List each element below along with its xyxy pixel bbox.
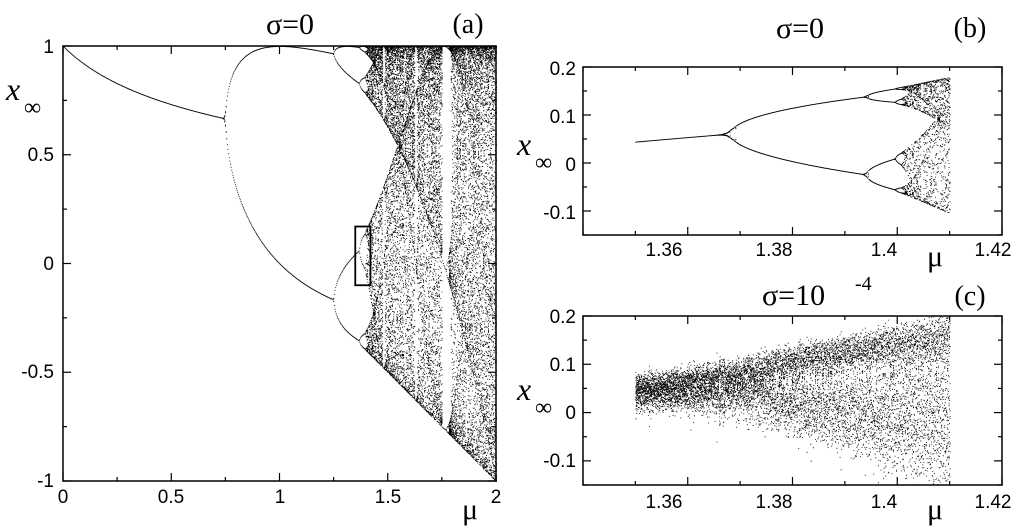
panel-b-frame [582,66,1003,236]
panel-a-ytick: 1 [43,37,54,58]
panel-a-xtick: 0 [58,487,69,508]
panel-a-attractor-points [63,46,497,482]
panel-a-plot [62,45,497,482]
panel-a-ylabel: x [5,71,20,107]
panel-a-xtick: 1 [275,487,286,508]
panel-c-xtick: 1.36 [646,492,683,513]
panel-a-ytick: -1 [37,471,54,492]
panel-c-xtick: 1.4 [871,492,898,513]
panel-b-xtick: 1.4 [871,240,898,261]
panel-c-title-superscript: -4 [855,273,872,295]
panel-a-ylabel-subscript: ∞ [24,95,41,121]
panel-b-ytick: -0.1 [543,203,576,224]
panel-b-xtick-labels: 1.36 1.38 1.4 1.42 [646,240,1012,261]
panel-b-xtick: 1.36 [646,240,683,261]
panel-a-xlabel: μ [462,493,478,526]
panel-c-ytick-labels: 0.2 0.1 0 -0.1 [543,307,576,472]
panel-b-ytick: 0 [565,155,576,176]
panel-b-attractor-points [635,77,951,213]
panel-a-ytick-labels: 1 0.5 0 -0.5 -1 [21,37,54,492]
panel-a-letter: (a) [452,9,483,40]
panel-a-title: σ=0 [266,8,314,41]
plot-areas [62,45,1003,486]
panel-b-xtick: 1.38 [756,240,793,261]
panel-a: σ=0 (a) x ∞ μ 0 0.5 1 1.5 2 1 0.5 0 -0.5… [5,8,501,526]
panel-b-ytick-labels: 0.2 0.1 0 -0.1 [543,59,576,224]
panel-c-xtick: 1.38 [756,492,793,513]
panel-c-xlabel: μ [927,493,943,526]
panel-a-ytick: 0 [43,254,54,275]
panel-c-plot [582,315,1003,486]
panel-b-plot [582,66,1003,236]
panel-c-ytick: 0 [565,403,576,424]
panel-b-ytick: 0.2 [550,59,576,80]
panel-c-ylabel: x [516,371,531,407]
panel-a-ytick: -0.5 [21,362,54,383]
panel-a-xtick: 0.5 [158,487,184,508]
panel-c-letter: (c) [954,281,985,312]
panel-c-ytick: 0.1 [550,355,576,376]
panel-a-xtick-labels: 0 0.5 1 1.5 2 [58,487,502,508]
panel-c-title: σ=10 [762,279,825,312]
panel-a-ytick: 0.5 [28,145,54,166]
panel-b-letter: (b) [954,13,987,44]
panel-c-attractor-points [635,316,951,486]
panel-a-xtick: 2 [491,487,502,508]
panel-b-xlabel: μ [927,240,943,273]
panel-c-ticks [582,315,1003,486]
panel-c-ytick: -0.1 [543,451,576,472]
panel-c-ytick: 0.2 [550,307,576,328]
panel-a-xtick: 1.5 [375,487,401,508]
panel-b-title: σ=0 [776,12,824,45]
zoom-region-box [354,225,372,287]
panel-b-ticks [582,66,1003,236]
panel-b-ylabel-subscript: ∞ [535,150,552,176]
panel-c: σ=10 -4 (c) x ∞ μ 1.36 1.38 1.4 1.42 0.2… [516,273,1011,526]
panel-c-ylabel-subscript: ∞ [535,395,552,421]
panel-b-ylabel: x [516,126,531,162]
panel-c-xtick-labels: 1.36 1.38 1.4 1.42 [646,492,1012,513]
panel-b: σ=0 (b) x ∞ μ 1.36 1.38 1.4 1.42 0.2 0.1… [516,12,1011,273]
panel-b-xtick: 1.42 [975,240,1012,261]
panel-b-ytick: 0.1 [550,107,576,128]
panel-c-xtick: 1.42 [975,492,1012,513]
